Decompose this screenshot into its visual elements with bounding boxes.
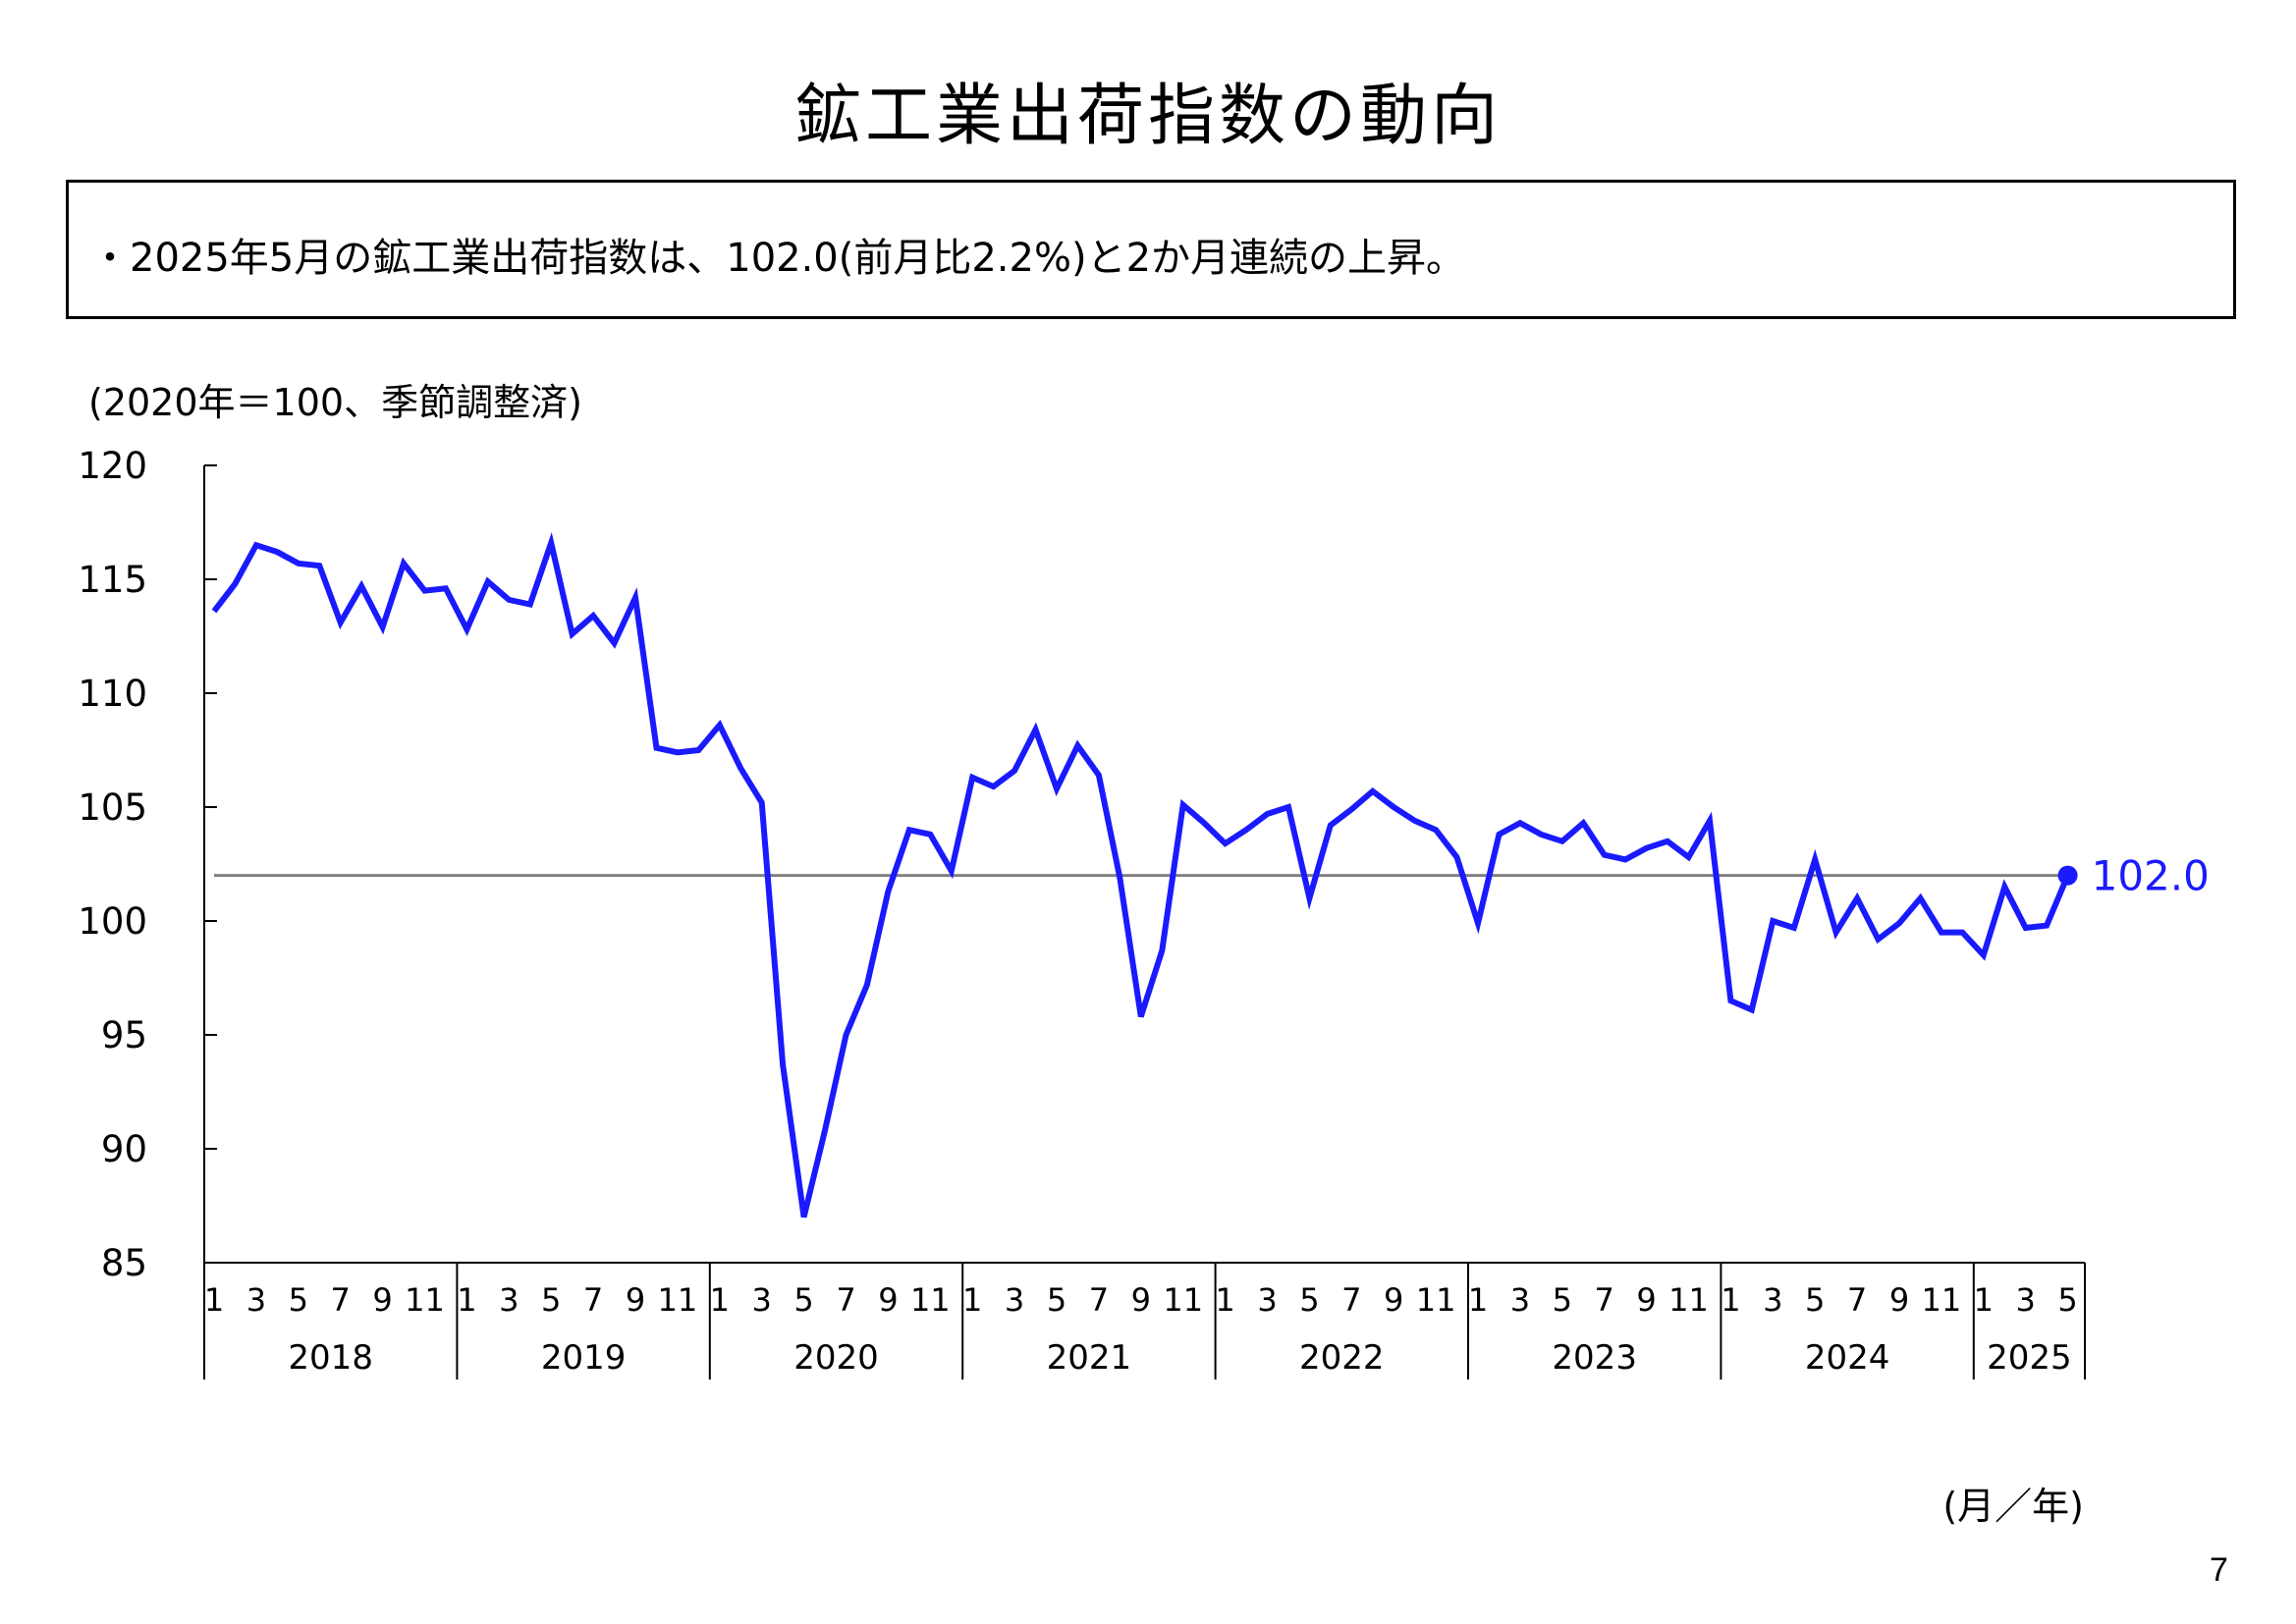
month-tick-label: 1 [1721, 1281, 1740, 1319]
month-tick-label: 3 [1257, 1281, 1277, 1319]
month-tick-label: 1 [457, 1281, 476, 1319]
month-tick-label: 7 [331, 1281, 351, 1319]
year-label: 2018 [288, 1338, 373, 1378]
month-tick-label: 7 [1847, 1281, 1867, 1319]
month-tick-label: 1 [1468, 1281, 1488, 1319]
month-tick-label: 1 [1974, 1281, 1994, 1319]
y-tick-label: 95 [101, 1014, 147, 1056]
month-tick-label: 11 [910, 1281, 951, 1319]
month-tick-label: 5 [1805, 1281, 1825, 1319]
y-tick-label: 115 [78, 559, 147, 601]
y-tick-label: 85 [101, 1242, 147, 1284]
summary-box: ・2025年5月の鉱工業出荷指数は、102.0(前月比2.2%)と2か月連続の上… [66, 180, 2236, 319]
month-tick-label: 3 [499, 1281, 519, 1319]
month-tick-label: 11 [658, 1281, 698, 1319]
year-label: 2022 [1299, 1338, 1385, 1378]
month-tick-label: 7 [1341, 1281, 1361, 1319]
month-tick-label: 1 [710, 1281, 730, 1319]
year-label: 2025 [1987, 1338, 2072, 1378]
month-tick-label: 5 [1047, 1281, 1066, 1319]
month-tick-label: 9 [1384, 1281, 1403, 1319]
month-tick-label: 5 [793, 1281, 813, 1319]
chart-marks: 102.0 [211, 531, 2210, 1218]
month-tick-label: 5 [541, 1281, 561, 1319]
year-label: 2019 [541, 1338, 627, 1378]
year-label: 2020 [793, 1338, 879, 1378]
month-tick-label: 5 [1553, 1281, 1572, 1319]
month-tick-label: 7 [836, 1281, 855, 1319]
page-number: 7 [2210, 1551, 2228, 1589]
y-tick-label: 120 [78, 445, 147, 487]
month-tick-label: 3 [246, 1281, 266, 1319]
month-tick-label: 5 [2057, 1281, 2077, 1319]
month-tick-label: 3 [1510, 1281, 1530, 1319]
month-tick-label: 3 [2016, 1281, 2036, 1319]
y-tick-label: 105 [78, 786, 147, 829]
month-tick-label: 11 [1416, 1281, 1456, 1319]
y-tick-label: 100 [78, 900, 147, 943]
month-tick-label: 9 [1636, 1281, 1656, 1319]
month-tick-label: 11 [1922, 1281, 1962, 1319]
x-axis-unit-label: (月／年) [1942, 1485, 2084, 1528]
month-tick-label: 9 [626, 1281, 645, 1319]
y-tick-label: 90 [101, 1128, 147, 1170]
month-tick-label: 1 [204, 1281, 224, 1319]
year-label: 2021 [1047, 1338, 1132, 1378]
month-tick-label: 11 [1668, 1281, 1709, 1319]
month-tick-label: 7 [1089, 1281, 1109, 1319]
year-label: 2023 [1552, 1338, 1637, 1378]
last-point-marker [2057, 865, 2078, 886]
month-tick-label: 1 [962, 1281, 982, 1319]
month-tick-label: 9 [878, 1281, 898, 1319]
month-tick-label: 9 [372, 1281, 392, 1319]
summary-text: ・2025年5月の鉱工業出荷指数は、102.0(前月比2.2%)と2か月連続の上… [90, 236, 1466, 281]
last-value-label: 102.0 [2092, 852, 2210, 900]
month-tick-label: 7 [1595, 1281, 1614, 1319]
month-tick-label: 5 [289, 1281, 308, 1319]
month-tick-label: 1 [1215, 1281, 1234, 1319]
month-tick-label: 9 [1889, 1281, 1909, 1319]
series-line [211, 531, 2071, 1218]
month-tick-label: 3 [1763, 1281, 1782, 1319]
month-tick-label: 7 [583, 1281, 603, 1319]
month-tick-label: 5 [1299, 1281, 1319, 1319]
month-tick-label: 11 [405, 1281, 445, 1319]
month-tick-label: 9 [1131, 1281, 1151, 1319]
month-tick-label: 3 [1005, 1281, 1024, 1319]
y-tick-label: 110 [78, 673, 147, 715]
year-label: 2024 [1805, 1338, 1890, 1378]
unit-label: (2020年＝100、季節調整済) [88, 381, 582, 424]
month-tick-label: 3 [752, 1281, 772, 1319]
page-title: 鉱工業出荷指数の動向 [793, 78, 1502, 155]
month-tick-label: 11 [1163, 1281, 1203, 1319]
